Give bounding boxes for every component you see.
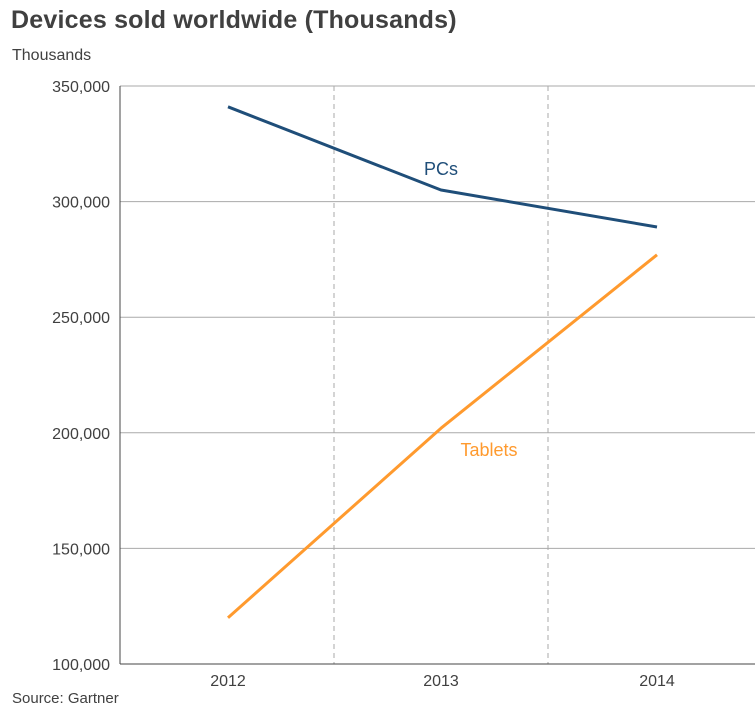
y-tick-label: 250,000 xyxy=(52,310,110,327)
y-tick-label: 350,000 xyxy=(52,79,110,96)
chart-title: Devices sold worldwide (Thousands) xyxy=(11,6,457,34)
y-axis-unit-label: Thousands xyxy=(12,47,92,64)
x-tick-label: 2013 xyxy=(423,673,459,690)
y-tick-label: 100,000 xyxy=(52,657,110,674)
y-tick-label: 200,000 xyxy=(52,426,110,443)
y-tick-label: 300,000 xyxy=(52,195,110,212)
y-tick-label: 150,000 xyxy=(52,541,110,558)
x-tick-label: 2012 xyxy=(210,673,246,690)
series-label-tablets: Tablets xyxy=(460,440,517,460)
series-line-tablets xyxy=(227,253,658,619)
series-label-pcs: PCs xyxy=(424,159,458,179)
x-tick-label: 2014 xyxy=(639,673,675,690)
source-note: Source: Gartner xyxy=(12,690,119,707)
series-line-pcs xyxy=(227,105,658,229)
